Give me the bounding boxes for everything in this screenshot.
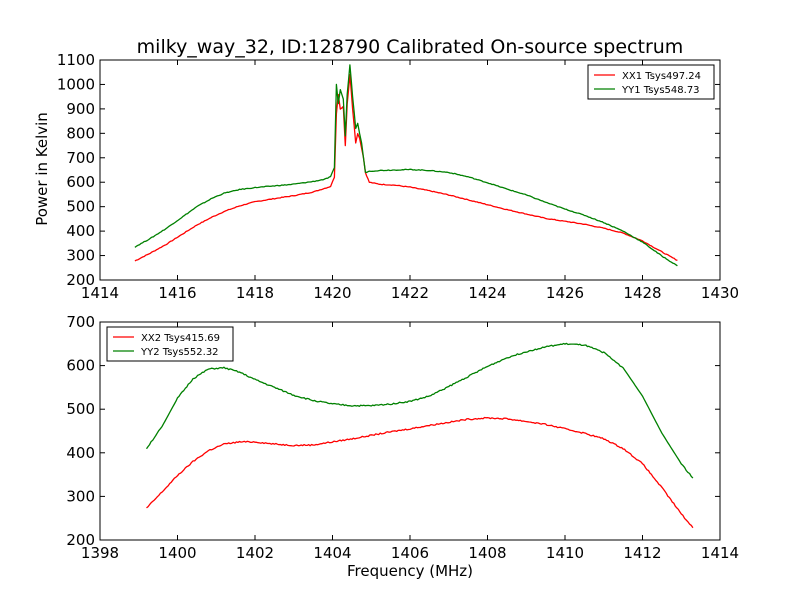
legend-label: XX2 Tsys415.69: [141, 333, 220, 344]
legend: XX2 Tsys415.69 YY2 Tsys552.32: [106, 326, 234, 362]
x-tick-label: 1410: [546, 544, 584, 562]
x-tick-label: 1404: [313, 544, 351, 562]
x-tick-label: 1416: [158, 284, 196, 302]
series-line-xx1: [134, 74, 678, 262]
y-tick-label: 600: [66, 357, 95, 375]
x-tick-label: 1412: [623, 544, 661, 562]
x-tick-label: 1422: [391, 284, 429, 302]
y-tick-label: 600: [66, 173, 95, 191]
y-tick-label: 200: [66, 271, 95, 289]
x-tick-label: 1426: [546, 284, 584, 302]
y-tick-label: 700: [66, 149, 95, 167]
y-tick-label: 900: [66, 100, 95, 118]
legend-box: [106, 326, 234, 362]
y-tick-label: 400: [66, 444, 95, 462]
bottom-panel: 1398 1400 1402 1404 1406 1408 1410 1412 1414 200 3…: [66, 313, 739, 562]
x-tick-label: 1420: [313, 284, 351, 302]
y-tick-label: 500: [66, 400, 95, 418]
chart-title: milky_way_32, ID:128790 Calibrated On-so…: [137, 36, 684, 58]
legend-label: YY2 Tsys552.32: [140, 347, 219, 358]
x-tick-label: 1430: [701, 284, 739, 302]
y-tick-label: 200: [66, 531, 95, 549]
y-tick-label: 500: [66, 198, 95, 216]
series-line-yy2: [145, 342, 694, 479]
y-tick-label: 1000: [57, 75, 95, 93]
y-tick-label: 300: [66, 247, 95, 265]
x-tick-label: 1424: [468, 284, 506, 302]
x-tick-label: 1406: [391, 544, 429, 562]
y-tick-label: 300: [66, 487, 95, 505]
y-tick-label: 800: [66, 124, 95, 142]
y-axis-label: Power in Kelvin: [33, 112, 51, 226]
x-tick-label: 1414: [701, 544, 739, 562]
x-axis-label: Frequency (MHz): [347, 562, 473, 580]
y-tick-label: 1100: [57, 51, 95, 69]
legend-label: XX1 Tsys497.24: [622, 71, 701, 82]
x-tick-label: 1408: [468, 544, 506, 562]
series-line-xx2: [146, 416, 694, 529]
x-tick-label: 1428: [623, 284, 661, 302]
x-tick-label: 1402: [236, 544, 274, 562]
legend: XX1 Tsys497.24 YY1 Tsys548.73: [587, 64, 715, 100]
x-tick-label: 1398: [81, 544, 119, 562]
legend-label: YY1 Tsys548.73: [621, 85, 700, 96]
x-tick-label: 1414: [81, 284, 119, 302]
x-tick-label: 1400: [158, 544, 196, 562]
legend-box: [587, 64, 715, 100]
x-tick-label: 1418: [236, 284, 274, 302]
top-panel: 1414 1416 1418 1420 1422 1424 1426 1428 1430 200 3…: [57, 51, 739, 302]
y-tick-label: 400: [66, 222, 95, 240]
series-line-yy1: [134, 64, 678, 267]
y-tick-label: 700: [66, 313, 95, 331]
